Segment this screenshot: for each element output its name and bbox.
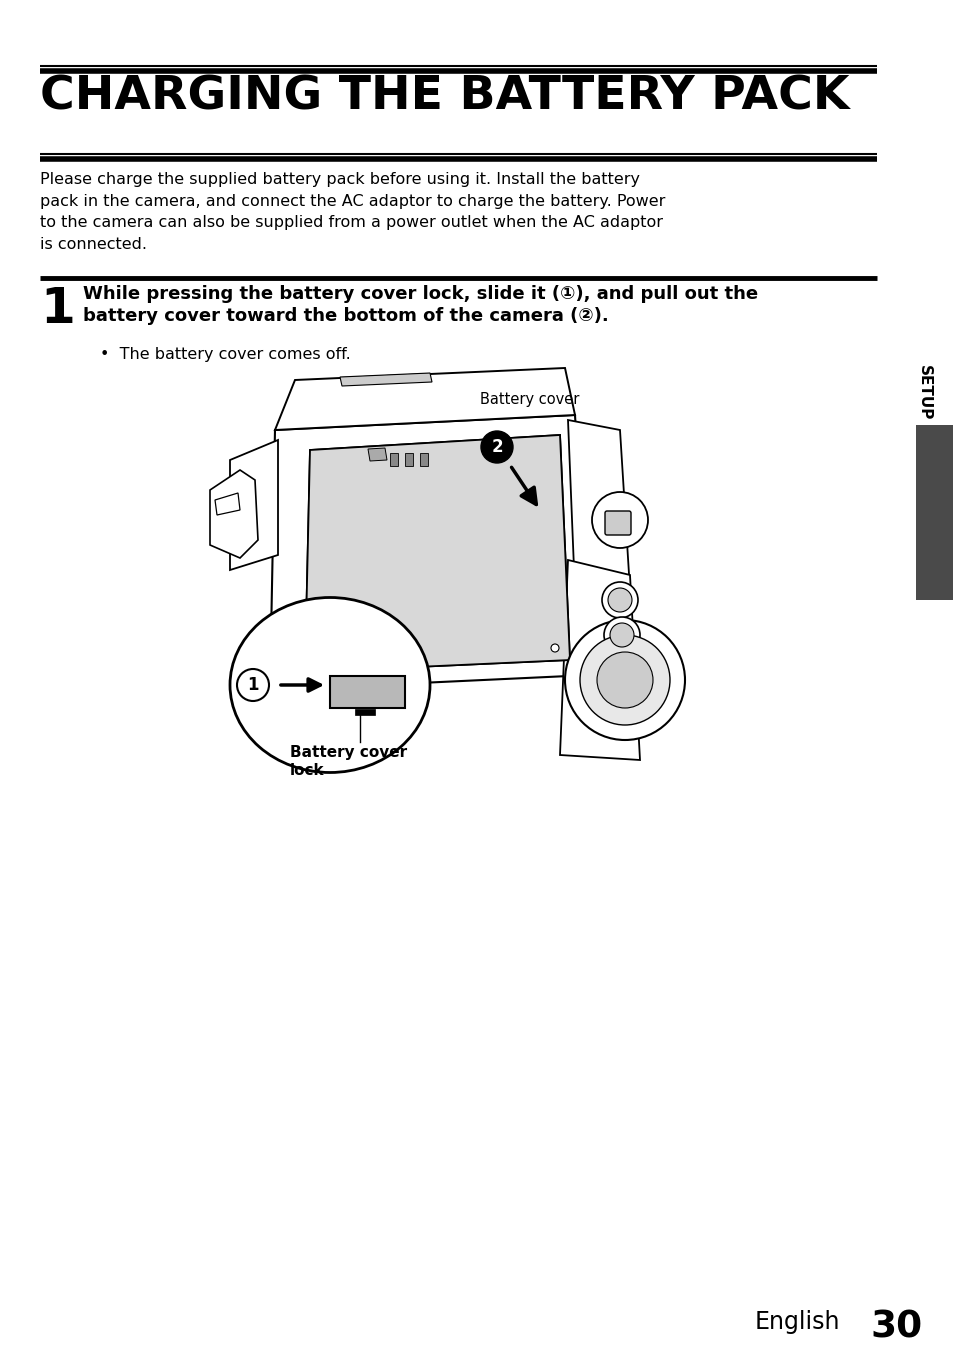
Text: lock: lock bbox=[290, 763, 324, 777]
FancyBboxPatch shape bbox=[604, 511, 630, 535]
Circle shape bbox=[579, 635, 669, 725]
Circle shape bbox=[326, 651, 334, 659]
Polygon shape bbox=[419, 453, 428, 465]
Circle shape bbox=[609, 623, 634, 647]
Text: battery cover toward the bottom of the camera (②).: battery cover toward the bottom of the c… bbox=[83, 307, 608, 325]
Text: While pressing the battery cover lock, slide it (①), and pull out the: While pressing the battery cover lock, s… bbox=[83, 285, 758, 303]
Polygon shape bbox=[270, 416, 589, 690]
Polygon shape bbox=[368, 448, 387, 461]
Circle shape bbox=[564, 620, 684, 740]
Circle shape bbox=[592, 492, 647, 547]
Polygon shape bbox=[214, 494, 240, 515]
Text: CHARGING THE BATTERY PACK: CHARGING THE BATTERY PACK bbox=[40, 75, 848, 120]
Polygon shape bbox=[567, 420, 635, 670]
Circle shape bbox=[607, 588, 631, 612]
Polygon shape bbox=[390, 453, 397, 465]
Circle shape bbox=[603, 617, 639, 654]
Circle shape bbox=[480, 430, 513, 463]
Text: 1: 1 bbox=[247, 677, 258, 694]
Text: 30: 30 bbox=[869, 1310, 922, 1345]
Ellipse shape bbox=[230, 597, 430, 772]
Text: Please charge the supplied battery pack before using it. Install the battery
pac: Please charge the supplied battery pack … bbox=[40, 172, 664, 252]
Circle shape bbox=[597, 652, 652, 707]
Polygon shape bbox=[230, 440, 277, 570]
Text: •  The battery cover comes off.: • The battery cover comes off. bbox=[100, 347, 351, 362]
Polygon shape bbox=[355, 709, 375, 716]
Text: SETUP: SETUP bbox=[916, 364, 931, 421]
Circle shape bbox=[551, 644, 558, 652]
Polygon shape bbox=[305, 434, 569, 672]
Text: Battery cover: Battery cover bbox=[290, 745, 407, 760]
Polygon shape bbox=[210, 469, 257, 558]
Circle shape bbox=[601, 582, 638, 617]
Polygon shape bbox=[274, 369, 575, 430]
Bar bbox=[915, 425, 953, 600]
Polygon shape bbox=[559, 560, 639, 760]
Polygon shape bbox=[339, 373, 432, 386]
Text: Battery cover: Battery cover bbox=[479, 391, 578, 408]
Polygon shape bbox=[305, 434, 569, 672]
Text: English: English bbox=[754, 1310, 840, 1334]
FancyBboxPatch shape bbox=[330, 677, 405, 707]
Text: 2: 2 bbox=[491, 438, 502, 456]
Polygon shape bbox=[405, 453, 413, 465]
Text: 1: 1 bbox=[40, 285, 74, 334]
